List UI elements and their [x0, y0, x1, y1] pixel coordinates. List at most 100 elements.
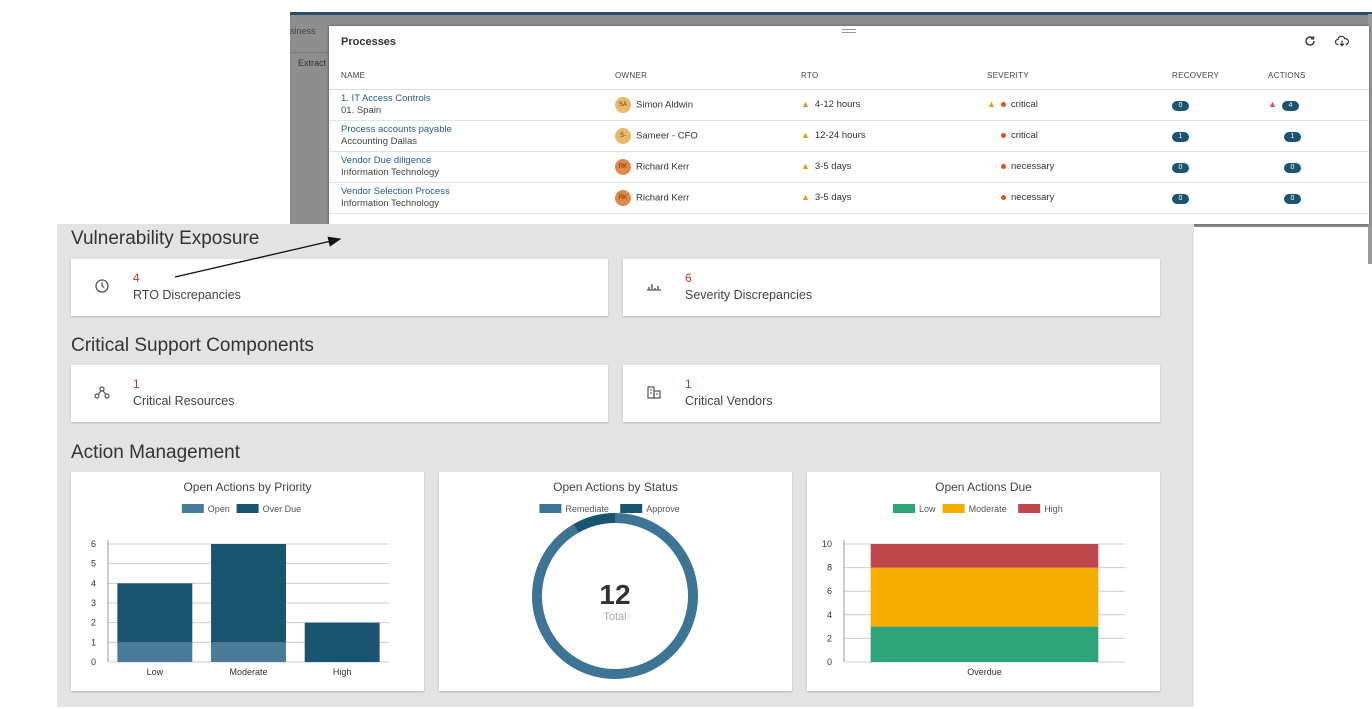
- drag-handle[interactable]: [842, 29, 856, 33]
- warning-icon: ▲: [801, 161, 810, 171]
- owner-name: Sameer - CFO: [636, 130, 698, 142]
- legend-swatch: [181, 504, 204, 513]
- y-tick-label: 6: [91, 539, 96, 549]
- avatar: SA: [615, 96, 631, 113]
- legend-label: High: [1044, 504, 1063, 514]
- rto-value: 4-12 hours: [814, 99, 861, 110]
- chart-priority: Open Over Due 0 1 2 3 4 5 6 Low Moderate High: [91, 504, 389, 677]
- cell-actions: 0: [1256, 182, 1369, 214]
- table-row[interactable]: 1. IT Access Controls 01. Spain SA Simon Al…: [329, 89, 1369, 121]
- legend-swatch: [620, 504, 643, 513]
- legend-label: Moderate: [969, 504, 1007, 514]
- process-link[interactable]: Process accounts payable: [341, 123, 452, 135]
- cell-owner: SA Simon Aldwin: [603, 89, 789, 121]
- bar-segment: [211, 642, 286, 662]
- owner-name: Richard Kerr: [636, 192, 690, 204]
- alert-icon: ▲: [1268, 98, 1277, 109]
- critical-vendors-label: Critical Vendors: [685, 394, 773, 408]
- processes-panel: Processes NAME OWNER RTO SEVERITY RECOVE…: [329, 26, 1369, 224]
- x-tick-label: High: [333, 667, 352, 677]
- actions-badge[interactable]: 1: [1284, 131, 1301, 142]
- x-tick-label: Low: [147, 667, 164, 677]
- cell-owner: S- Sameer - CFO: [603, 120, 789, 152]
- chart-card-due: Open Actions Due Low Moderate High 0 2 4 6 8 10 O…: [807, 472, 1160, 691]
- chart-title-due: Open Actions Due: [935, 480, 1032, 494]
- actions-badge[interactable]: 0: [1284, 193, 1301, 204]
- background-top-border: [290, 12, 1372, 15]
- rto-discrepancies-count: 4: [133, 271, 140, 285]
- cell-name: Vendor Selection Process Information Tech…: [329, 182, 603, 214]
- table-row[interactable]: Vendor Due diligence Information Technolo…: [329, 151, 1369, 183]
- y-tick-label: 0: [827, 657, 832, 667]
- recovery-badge[interactable]: 0: [1172, 162, 1189, 173]
- column-header-name[interactable]: NAME: [329, 62, 603, 90]
- owner-name: Simon Aldwin: [636, 99, 694, 111]
- background-scrollbar[interactable]: [1368, 14, 1372, 264]
- recovery-badge[interactable]: 0: [1172, 100, 1189, 111]
- warning-icon: ▲: [987, 99, 996, 109]
- bar-segment: [211, 544, 286, 643]
- cell-rto: ▲ 12-24 hours: [789, 120, 975, 152]
- background-tab[interactable]: siness: [290, 26, 316, 36]
- cell-rto: ▲ 4-12 hours: [789, 89, 975, 121]
- critical-vendors-card[interactable]: 1 Critical Vendors: [623, 365, 1160, 422]
- critical-resources-label: Critical Resources: [133, 394, 235, 408]
- process-link[interactable]: Vendor Due diligence: [341, 154, 432, 166]
- legend-label: Over Due: [263, 504, 302, 514]
- network-icon: [93, 384, 111, 402]
- avatar: RK: [615, 158, 631, 175]
- process-unit: Information Technology: [341, 197, 440, 209]
- owner-name: Richard Kerr: [636, 161, 690, 173]
- process-unit: Accounting Dallas: [341, 135, 418, 147]
- legend-swatch: [893, 504, 915, 513]
- critical-resources-count: 1: [133, 377, 140, 391]
- building-icon: [645, 384, 663, 402]
- cell-severity: necessary: [975, 182, 1160, 214]
- recovery-badge[interactable]: 1: [1172, 131, 1189, 142]
- cell-severity: necessary: [975, 151, 1160, 183]
- severity-value: critical: [1011, 130, 1038, 141]
- rto-discrepancies-card[interactable]: 4 RTO Discrepancies: [71, 259, 608, 316]
- critical-support-components-title: Critical Support Components: [71, 335, 314, 356]
- column-header-rto[interactable]: RTO: [789, 62, 975, 90]
- table-row[interactable]: Process accounts payable Accounting Dalla…: [329, 120, 1369, 152]
- background-tab-extract[interactable]: Extract: [298, 58, 327, 68]
- actions-badge[interactable]: 4: [1281, 100, 1299, 111]
- column-header-severity[interactable]: SEVERITY: [975, 62, 1160, 90]
- cell-recovery: 0: [1160, 182, 1256, 214]
- cell-recovery: 1: [1160, 120, 1256, 152]
- critical-resources-card[interactable]: 1 Critical Resources: [71, 365, 608, 422]
- process-unit: 01. Spain: [341, 104, 382, 116]
- y-tick-label: 6: [827, 586, 832, 596]
- processes-title: Processes: [341, 36, 397, 48]
- severity-discrepancies-count: 6: [685, 271, 692, 285]
- x-tick-label: Overdue: [967, 667, 1002, 677]
- severity-dot-icon: [1001, 194, 1006, 200]
- process-link[interactable]: 1. IT Access Controls: [341, 92, 431, 104]
- legend-label: Open: [208, 504, 230, 514]
- actions-badge[interactable]: 0: [1284, 162, 1301, 173]
- severity-dot-icon: [1000, 101, 1006, 107]
- warning-icon: ▲: [801, 192, 810, 202]
- table-row[interactable]: Vendor Selection Process Information Tech…: [329, 182, 1369, 214]
- severity-icon: [645, 278, 663, 296]
- cell-severity: ▲ critical: [975, 89, 1160, 121]
- bar-segment: [870, 544, 1099, 568]
- recovery-badge[interactable]: 0: [1172, 193, 1189, 204]
- severity-dot-icon: [1001, 163, 1006, 169]
- severity-discrepancies-card[interactable]: 6 Severity Discrepancies: [623, 259, 1160, 316]
- column-header-owner[interactable]: OWNER: [603, 62, 789, 90]
- severity-value: necessary: [1011, 161, 1055, 172]
- column-header-recovery[interactable]: RECOVERY: [1160, 62, 1256, 90]
- cell-actions: ▲ 4: [1256, 89, 1369, 121]
- cell-rto: ▲ 3-5 days: [789, 182, 975, 214]
- process-link[interactable]: Vendor Selection Process: [341, 185, 450, 197]
- severity-value: necessary: [1011, 192, 1055, 203]
- processes-table-body: 1. IT Access Controls 01. Spain SA Simon Al…: [329, 89, 1369, 214]
- donut-slice: [532, 513, 698, 679]
- column-header-actions[interactable]: ACTIONS: [1256, 62, 1369, 90]
- rto-discrepancies-label: RTO Discrepancies: [133, 288, 241, 302]
- cloud-download-icon[interactable]: [1334, 35, 1349, 49]
- refresh-icon[interactable]: [1303, 35, 1317, 49]
